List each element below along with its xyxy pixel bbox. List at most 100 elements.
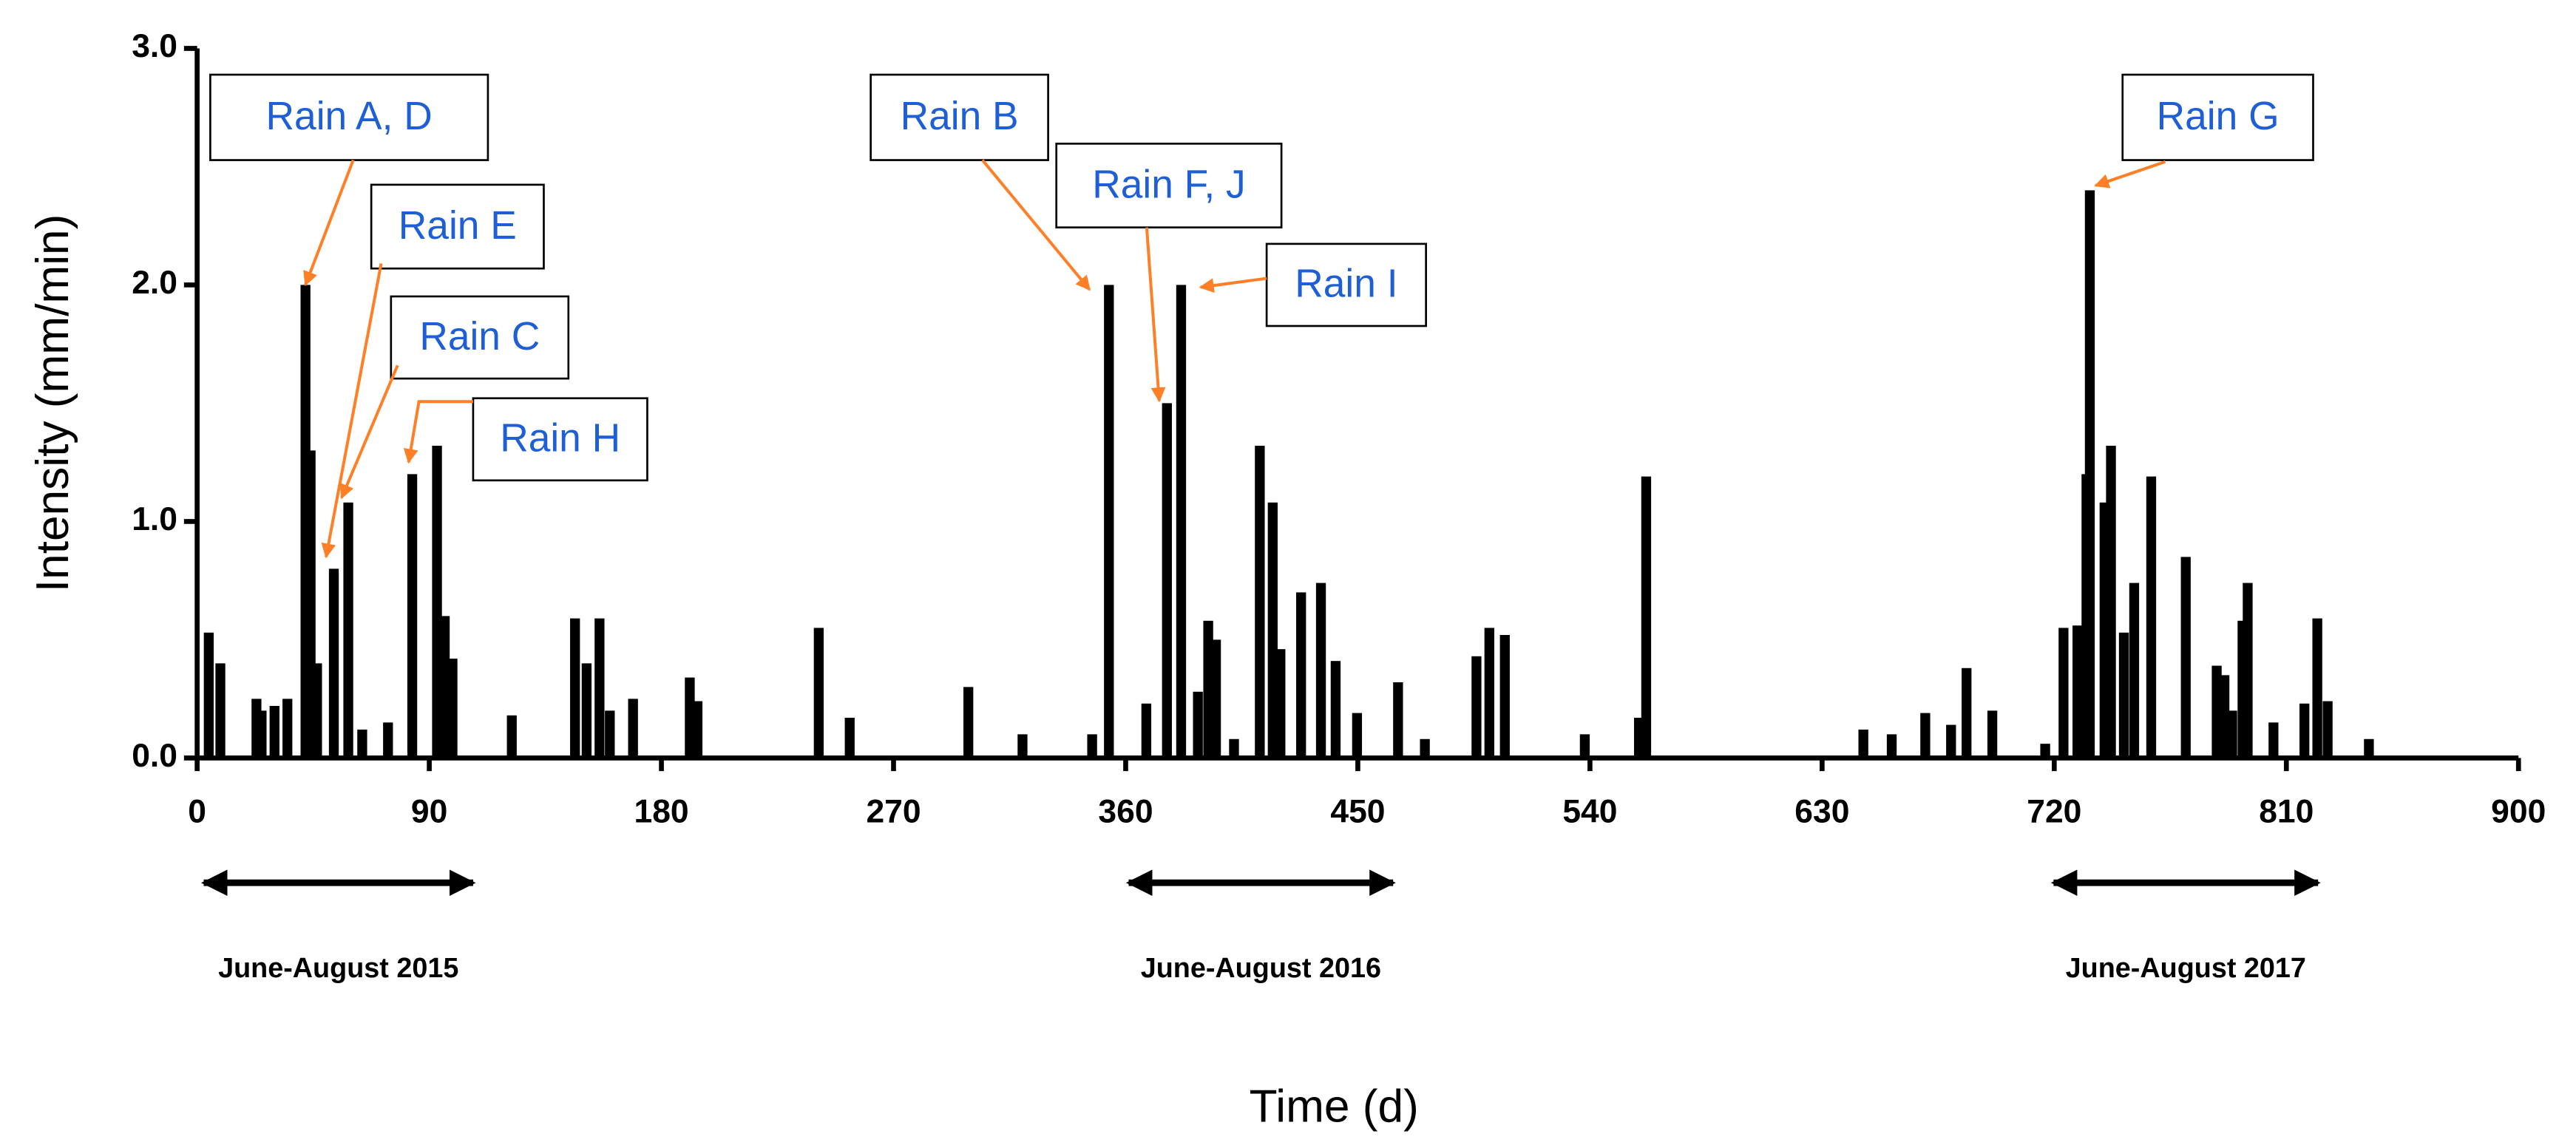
bar xyxy=(407,474,418,758)
bar xyxy=(269,705,279,758)
bar xyxy=(2106,446,2116,758)
bar xyxy=(844,717,855,758)
bar xyxy=(1315,583,1326,758)
bar xyxy=(2146,476,2157,758)
x-tick-label: 540 xyxy=(1562,794,1617,830)
bar xyxy=(570,618,580,758)
bar xyxy=(2180,557,2191,758)
annotation-label: Rain H xyxy=(500,417,620,461)
annotation-arrow xyxy=(303,159,355,287)
bar xyxy=(2129,583,2140,758)
bar xyxy=(1962,668,1972,758)
x-tick-label: 360 xyxy=(1098,794,1153,830)
annotation-label: Rain B xyxy=(901,95,1019,138)
bar xyxy=(1275,649,1286,758)
x-tick-label: 0 xyxy=(188,794,206,830)
bar xyxy=(1104,285,1114,758)
bar xyxy=(1141,703,1152,758)
bar xyxy=(2058,628,2069,758)
annotation-arrow xyxy=(1145,227,1166,403)
annotation-box xyxy=(870,73,1049,161)
annotation-box xyxy=(1055,143,1283,229)
annotation-box xyxy=(209,73,489,161)
x-tick-label: 90 xyxy=(411,794,447,830)
bar xyxy=(581,663,592,758)
bar xyxy=(685,677,695,758)
bar xyxy=(1393,682,1403,758)
bar xyxy=(2322,701,2333,758)
annotation-label: Rain I xyxy=(1295,262,1397,306)
annotation-arrow xyxy=(1199,276,1267,293)
annotation-box xyxy=(472,397,648,482)
bar xyxy=(1420,738,1430,758)
bar xyxy=(1858,729,1868,758)
bar xyxy=(506,715,517,758)
bar xyxy=(2211,665,2222,758)
bar xyxy=(1229,738,1239,758)
y-axis-title: Intensity (mm/min) xyxy=(27,214,78,593)
x-tick-label: 450 xyxy=(1330,794,1385,830)
bar xyxy=(1641,476,1652,758)
annotation-arrow xyxy=(2094,160,2166,188)
y-tick-label: 2.0 xyxy=(132,265,177,301)
bar xyxy=(2084,190,2095,758)
x-tick-label: 900 xyxy=(2491,794,2546,830)
bar xyxy=(1352,713,1363,758)
bar xyxy=(447,658,458,758)
bar xyxy=(1193,691,1203,758)
bar xyxy=(1210,639,1221,758)
y-tick-label: 1.0 xyxy=(132,501,177,537)
bar xyxy=(432,446,442,758)
bar xyxy=(2118,632,2129,758)
period-label: June-August 2015 xyxy=(218,953,458,984)
bar xyxy=(203,632,214,758)
annotation-arrow xyxy=(981,159,1091,291)
bar xyxy=(1946,724,1956,758)
annotation-box xyxy=(1265,242,1427,327)
bar xyxy=(2227,710,2237,758)
bar xyxy=(328,568,339,758)
x-tick-label: 630 xyxy=(1794,794,1849,830)
annotation-arrow xyxy=(321,263,383,559)
bar xyxy=(215,663,226,758)
bar xyxy=(2072,625,2083,758)
bar xyxy=(1267,502,1278,758)
bar xyxy=(2268,722,2279,758)
x-tick-label: 180 xyxy=(634,794,688,830)
bar xyxy=(1579,734,1590,758)
bar xyxy=(1176,285,1187,758)
bar xyxy=(343,502,353,758)
bar xyxy=(628,699,638,758)
bar xyxy=(357,729,367,758)
bar xyxy=(1499,634,1510,758)
annotation-box xyxy=(390,295,570,380)
bar xyxy=(1987,710,1998,758)
bar xyxy=(2219,675,2230,758)
period-label: June-August 2017 xyxy=(2066,953,2306,984)
bar xyxy=(1484,628,1495,758)
bar xyxy=(257,710,267,758)
annotation-label: Rain E xyxy=(399,204,517,248)
bar xyxy=(1471,656,1482,758)
bar xyxy=(383,722,393,758)
bar xyxy=(1203,620,1213,758)
x-tick-label: 810 xyxy=(2259,794,2314,830)
bar xyxy=(605,710,615,758)
y-tick-label: 3.0 xyxy=(132,28,177,64)
annotation-arrow xyxy=(339,364,399,500)
bar xyxy=(1017,734,1028,758)
bar xyxy=(312,663,322,758)
annotation-box xyxy=(370,183,545,270)
bar xyxy=(2040,744,2050,758)
bar xyxy=(439,616,450,758)
bar xyxy=(2312,618,2322,758)
annotation-label: Rain C xyxy=(419,315,540,359)
bar xyxy=(1255,446,1265,758)
bar xyxy=(2364,738,2374,758)
period-label: June-August 2016 xyxy=(1141,953,1381,984)
bar xyxy=(692,701,703,758)
annotation-label: Rain F, J xyxy=(1092,163,1245,206)
x-tick-label: 720 xyxy=(2027,794,2081,830)
bar xyxy=(813,628,824,758)
